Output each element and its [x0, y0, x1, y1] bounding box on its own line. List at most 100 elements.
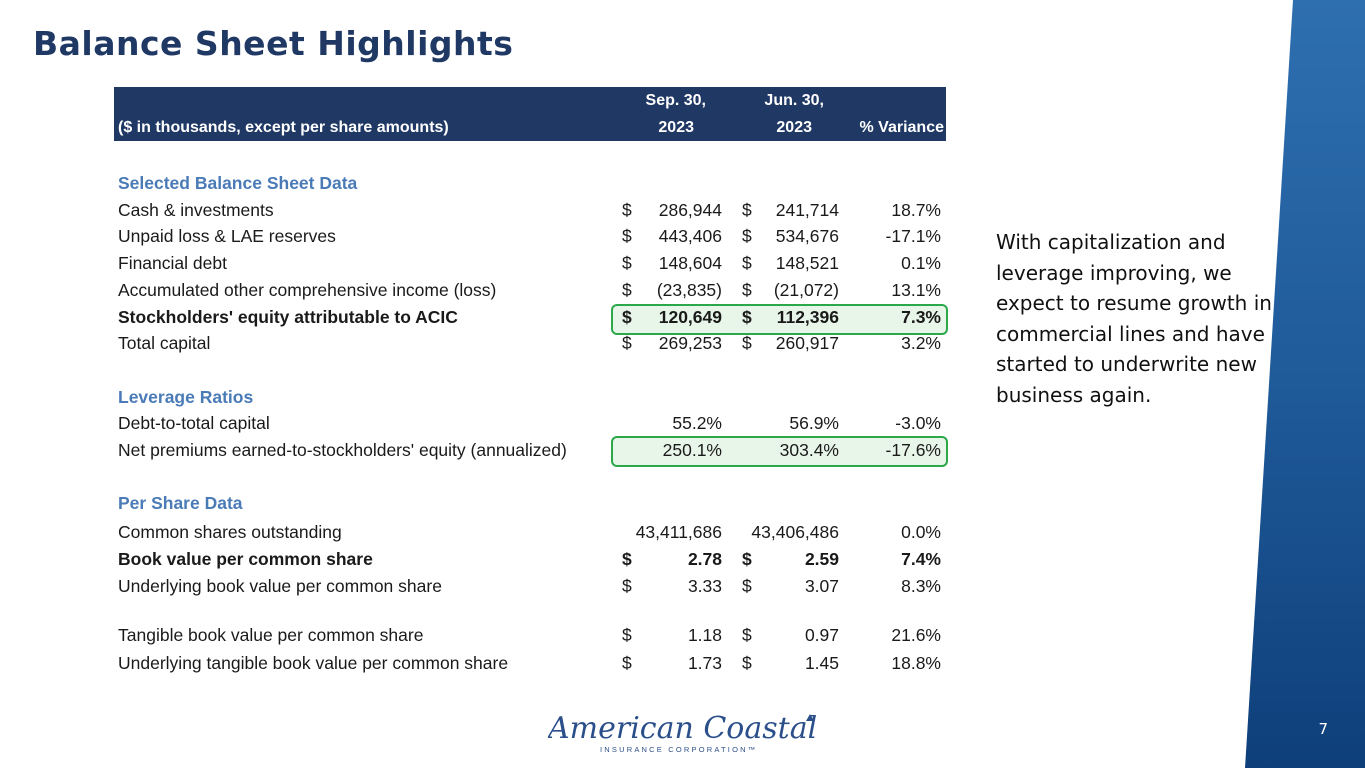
sep-dollar: $	[622, 307, 632, 327]
row-label: Common shares outstanding	[118, 522, 342, 542]
sep-value: 55.2%	[672, 413, 722, 433]
page-title: Balance Sheet Highlights	[33, 24, 514, 63]
row-label: Net premiums earned-to-stockholders' equ…	[118, 440, 567, 460]
jun-dollar: $	[742, 653, 752, 673]
table-row: Tangible book value per common share $1.1…	[114, 622, 946, 649]
jun-value: 0.97	[804, 625, 839, 645]
table-row: Financial debt $148,604 $148,521 0.1%	[114, 250, 946, 277]
sep-value: 148,604	[658, 253, 722, 273]
variance-value: 0.0%	[901, 522, 941, 542]
row-label: Accumulated other comprehensive income (…	[118, 280, 497, 300]
row-label: Tangible book value per common share	[118, 625, 424, 645]
section-title: Leverage Ratios	[118, 387, 254, 407]
section-title: Per Share Data	[118, 493, 243, 513]
jun-value: 43,406,486	[751, 522, 839, 542]
american-coastal-logo: American Coastal INSURANCE CORPORATION™	[548, 711, 817, 754]
section-header: Per Share Data	[114, 490, 946, 517]
section-header: Leverage Ratios	[114, 384, 946, 411]
variance-value: 7.3%	[901, 307, 941, 327]
page-number: 7	[1318, 720, 1328, 738]
row-label: Financial debt	[118, 253, 227, 273]
sep-dollar: $	[622, 200, 632, 220]
decorative-band	[1245, 0, 1365, 768]
sep-value: 286,944	[658, 200, 722, 220]
variance-value: 18.8%	[891, 653, 941, 673]
sep-value: 2.78	[687, 549, 722, 569]
jun-dollar: $	[742, 307, 752, 327]
sep-dollar: $	[622, 625, 632, 645]
table-row: Stockholders' equity attributable to ACI…	[114, 304, 946, 331]
variance-value: 13.1%	[891, 280, 941, 300]
table-row: Underlying tangible book value per commo…	[114, 650, 946, 677]
jun-value: 112,396	[776, 307, 839, 327]
variance-value: -3.0%	[895, 413, 941, 433]
sep-dollar: $	[622, 280, 632, 300]
highlight-equity	[611, 304, 948, 335]
jun-value: 2.59	[804, 549, 839, 569]
jun-dollar: $	[742, 280, 752, 300]
table-row: Cash & investments $286,944 $241,714 18.7%	[114, 197, 946, 224]
table-row: Debt-to-total capital 55.2% 56.9% -3.0%	[114, 410, 946, 437]
jun-dollar: $	[742, 253, 752, 273]
table-row: Underlying book value per common share $3…	[114, 573, 946, 600]
sep-value: 1.18	[687, 625, 722, 645]
sep-dollar: $	[622, 253, 632, 273]
jun-value: 534,676	[775, 226, 839, 246]
sep-dollar: $	[622, 549, 632, 569]
header-col1-top: Sep. 30,	[645, 92, 706, 109]
jun-dollar: $	[742, 226, 752, 246]
section-title: Selected Balance Sheet Data	[118, 173, 358, 193]
sep-value: 3.33	[687, 576, 722, 596]
header-col3: % Variance	[859, 119, 945, 136]
sep-value: 120,649	[658, 307, 722, 327]
svg-text:INSURANCE CORPORATION™: INSURANCE CORPORATION™	[600, 745, 757, 754]
row-label: Cash & investments	[118, 200, 274, 220]
highlight-leverage	[611, 436, 948, 467]
jun-value: 241,714	[775, 200, 839, 220]
callout-text: With capitalization and leverage improvi…	[996, 230, 1272, 407]
row-label: Total capital	[118, 333, 211, 353]
variance-value: 3.2%	[901, 333, 941, 353]
header-col1-bottom: 2023	[658, 119, 694, 136]
jun-dollar: $	[742, 549, 752, 569]
jun-value: 56.9%	[789, 413, 839, 433]
row-label: Debt-to-total capital	[118, 413, 270, 433]
variance-value: 18.7%	[891, 200, 941, 220]
section-header: Selected Balance Sheet Data	[114, 170, 946, 197]
sep-value: 250.1%	[662, 440, 722, 460]
jun-value: 148,521	[775, 253, 839, 273]
jun-value: 1.45	[804, 653, 839, 673]
table-row: Accumulated other comprehensive income (…	[114, 277, 946, 304]
variance-value: -17.6%	[885, 440, 941, 460]
sep-value: (23,835)	[656, 280, 722, 300]
jun-value: 3.07	[804, 576, 839, 596]
balance-sheet-table: ($ in thousands, except per share amount…	[114, 87, 948, 673]
sep-value: 1.73	[687, 653, 722, 673]
header-col2-top: Jun. 30,	[764, 92, 824, 109]
jun-dollar: $	[742, 200, 752, 220]
table-header: ($ in thousands, except per share amount…	[114, 87, 946, 141]
row-label: Book value per common share	[118, 549, 373, 569]
variance-value: 0.1%	[901, 253, 941, 273]
sep-dollar: $	[622, 226, 632, 246]
row-label: Underlying tangible book value per commo…	[118, 653, 509, 673]
sep-dollar: $	[622, 653, 632, 673]
table-row: Unpaid loss & LAE reserves $443,406 $534,6…	[114, 223, 946, 250]
variance-value: 8.3%	[901, 576, 941, 596]
jun-dollar: $	[742, 576, 752, 596]
variance-value: 7.4%	[901, 549, 941, 569]
header-label: ($ in thousands, except per share amount…	[118, 119, 449, 136]
jun-dollar: $	[742, 333, 752, 353]
svg-text:American Coastal: American Coastal	[548, 711, 817, 746]
row-label: Underlying book value per common share	[118, 576, 442, 596]
header-col2-bottom: 2023	[776, 119, 812, 136]
sep-value: 443,406	[658, 226, 722, 246]
jun-value: 260,917	[775, 333, 839, 353]
sep-dollar: $	[622, 333, 632, 353]
table-row: Net premiums earned-to-stockholders' equ…	[114, 437, 946, 464]
row-label: Stockholders' equity attributable to ACI…	[118, 307, 458, 327]
row-label: Unpaid loss & LAE reserves	[118, 226, 336, 246]
jun-value: (21,072)	[773, 280, 839, 300]
sep-dollar: $	[622, 576, 632, 596]
table-row: Book value per common share $2.78 $2.59 7.4…	[114, 546, 946, 573]
